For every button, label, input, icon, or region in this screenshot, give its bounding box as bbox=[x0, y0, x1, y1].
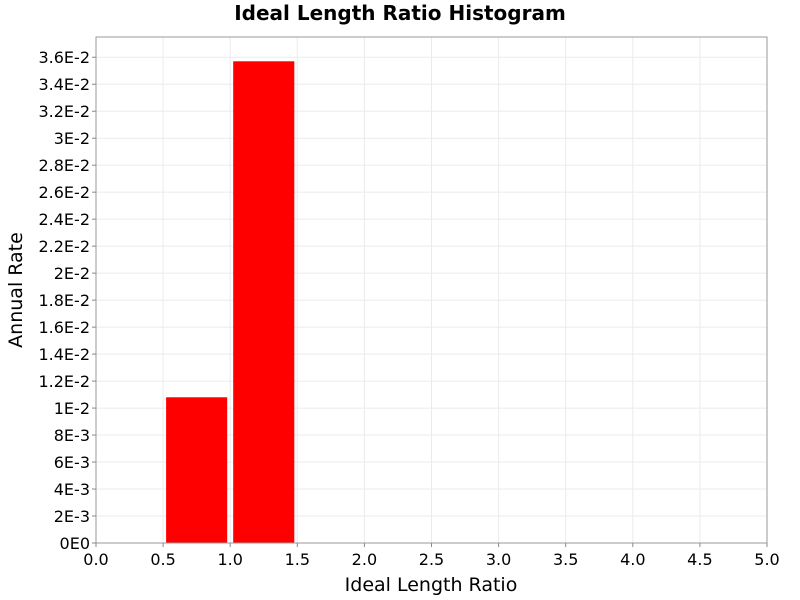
y-tick-label: 0E0 bbox=[60, 534, 90, 553]
x-tick-label: 1.5 bbox=[285, 550, 310, 569]
y-tick-label: 4E-3 bbox=[54, 480, 90, 499]
bars bbox=[166, 61, 295, 544]
y-axis-label: Annual Rate bbox=[5, 232, 27, 348]
x-tick-label: 3.0 bbox=[486, 550, 511, 569]
y-tick-label: 2.8E-2 bbox=[38, 156, 90, 175]
x-tick-label: 0.0 bbox=[83, 550, 108, 569]
y-tick-label: 3E-2 bbox=[54, 129, 90, 148]
y-tick-label: 2.2E-2 bbox=[38, 237, 90, 256]
y-tick-label: 6E-3 bbox=[54, 453, 90, 472]
y-tick-label: 2.4E-2 bbox=[38, 210, 90, 229]
x-tick-label: 2.0 bbox=[352, 550, 377, 569]
histogram-bar-1 bbox=[166, 397, 228, 543]
histogram-bar-2 bbox=[233, 61, 295, 544]
y-tick-label: 1.4E-2 bbox=[38, 345, 90, 364]
x-tick-label: 1.0 bbox=[217, 550, 242, 569]
x-tick-label: 0.5 bbox=[150, 550, 175, 569]
chart-title: Ideal Length Ratio Histogram bbox=[234, 1, 566, 25]
y-tick-label: 1.6E-2 bbox=[38, 318, 90, 337]
y-tick-label: 2E-2 bbox=[54, 264, 90, 283]
x-tick-label: 3.5 bbox=[553, 550, 578, 569]
y-axis-ticks: 0E0 2E-3 4E-3 6E-3 8E-3 1E-2 1.2E-2 1.4E-2 1.6E-… bbox=[38, 48, 96, 553]
y-tick-label: 1.2E-2 bbox=[38, 372, 90, 391]
y-tick-label: 2.6E-2 bbox=[38, 183, 90, 202]
y-tick-label: 3.6E-2 bbox=[38, 48, 90, 67]
y-tick-label: 3.4E-2 bbox=[38, 75, 90, 94]
y-tick-label: 1E-2 bbox=[54, 399, 90, 418]
x-tick-label: 2.5 bbox=[419, 550, 444, 569]
x-axis-ticks: 0.0 0.5 1.0 1.5 2.0 2.5 3.0 3.5 4.0 4.5 5.0 bbox=[83, 543, 780, 569]
x-tick-label: 4.5 bbox=[687, 550, 712, 569]
x-tick-label: 5.0 bbox=[754, 550, 779, 569]
y-tick-label: 2E-3 bbox=[54, 507, 90, 526]
y-tick-label: 1.8E-2 bbox=[38, 291, 90, 310]
x-tick-label: 4.0 bbox=[620, 550, 645, 569]
y-tick-label: 8E-3 bbox=[54, 426, 90, 445]
y-tick-label: 3.2E-2 bbox=[38, 102, 90, 121]
x-axis-label: Ideal Length Ratio bbox=[345, 574, 518, 596]
